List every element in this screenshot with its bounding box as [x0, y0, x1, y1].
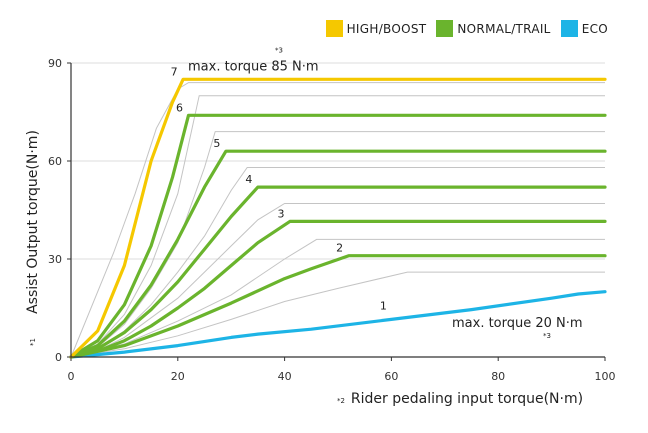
legend-swatch-high-boost [325, 20, 343, 37]
x-tick-label-60: 60 [384, 370, 398, 383]
series-line-level-1 [69, 290, 607, 359]
y-tick-label-60: 60 [48, 155, 62, 168]
axes [70, 63, 605, 358]
x-tick-label-20: 20 [171, 370, 185, 383]
x-tick-label-100: 100 [595, 370, 616, 383]
max-torque-low-footnote-mark: *3 [543, 332, 551, 340]
level-label-3: 3 [277, 207, 284, 220]
x-tick-label-0: 0 [68, 370, 75, 383]
y-axis-title: Assist Output torque(N·m) [25, 130, 41, 314]
y-axis-title-footnote-mark: *1 [29, 338, 37, 346]
y-tick-label-90: 90 [48, 57, 62, 70]
y-tick-label-0: 0 [55, 351, 62, 364]
level-label-7: 7 [171, 65, 178, 78]
legend-label-normal-trail: NORMAL/TRAIL [457, 21, 551, 36]
legend-label-high-boost: HIGH/BOOST [346, 21, 427, 36]
max-torque-high-footnote-mark: *3 [275, 46, 283, 54]
series-line-level-5 [69, 149, 607, 359]
legend-item-eco: ECO [560, 20, 608, 37]
legend-item-high-boost: HIGH/BOOST [325, 20, 427, 37]
level-labels: 7 6 5 4 3 2 1 [171, 65, 387, 312]
series-line-level-3 [69, 219, 607, 359]
level-label-6: 6 [176, 101, 183, 114]
legend-swatch-normal-trail [436, 20, 454, 37]
intermediate-line-7 [70, 271, 605, 358]
level-label-1: 1 [380, 299, 387, 312]
series-lines [69, 77, 607, 359]
tick-labels: 0 20 40 60 80 100 0 30 60 90 [48, 57, 616, 383]
intermediate-line-1 [70, 82, 605, 358]
series-line-level-6 [69, 113, 607, 359]
series-line-level-7 [69, 77, 607, 359]
max-torque-low-annotation: max. torque 20 N·m [452, 316, 583, 331]
legend-label-eco: ECO [581, 21, 608, 36]
x-tick-label-80: 80 [491, 370, 505, 383]
legend: HIGH/BOOST NORMAL/TRAIL ECO [325, 20, 608, 37]
y-tick-label-30: 30 [48, 253, 62, 266]
level-label-4: 4 [245, 173, 252, 186]
legend-item-normal-trail: NORMAL/TRAIL [436, 20, 550, 37]
y-axis-title-group: Assist Output torque(N·m) *1 [25, 130, 41, 346]
series-line-level-4 [69, 185, 607, 359]
series-line-level-2 [69, 254, 607, 359]
max-torque-high-annotation: max. torque 85 N·m [188, 59, 319, 74]
x-axis-title-footnote-mark: *2 [337, 397, 345, 405]
x-tick-label-40: 40 [278, 370, 292, 383]
x-axis-title: Rider pedaling input torque(N·m) [351, 391, 583, 407]
intermediate-line-5 [70, 203, 605, 358]
legend-swatch-eco [560, 20, 578, 37]
level-label-5: 5 [213, 137, 220, 150]
level-label-2: 2 [336, 242, 343, 255]
